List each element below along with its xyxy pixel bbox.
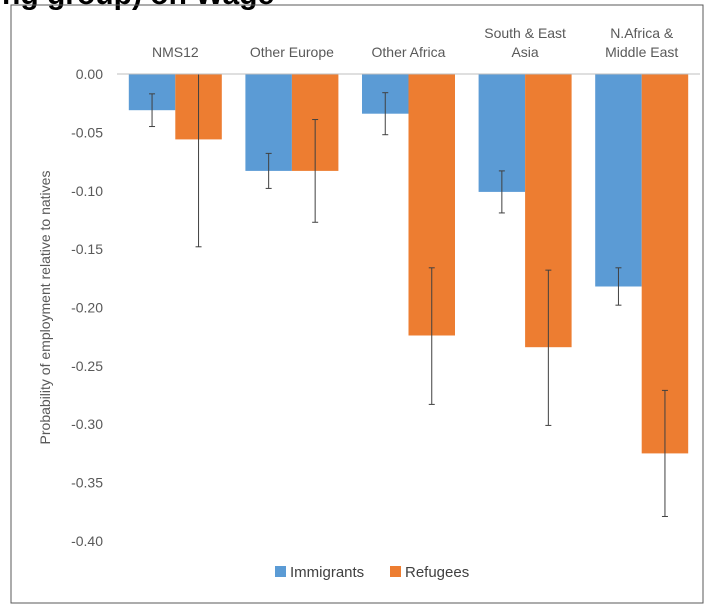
y-tick-label-6: -0.30	[71, 416, 103, 432]
y-tick-label-2: -0.10	[71, 183, 103, 199]
bars-layer	[128, 73, 689, 517]
legend: Immigrants Refugees	[275, 564, 469, 581]
category-label-1-0: Other Europe	[250, 44, 334, 60]
legend-label-refugees: Refugees	[405, 564, 469, 581]
y-tick-label-5: -0.25	[71, 358, 103, 374]
category-label-0-0: NMS12	[152, 44, 199, 60]
category-label-3-1: Asia	[511, 44, 538, 60]
y-tick-label-8: -0.40	[71, 533, 103, 549]
category-label-3-0: South & East	[484, 25, 566, 41]
legend-swatch-refugees	[390, 566, 401, 577]
legend-label-immigrants: Immigrants	[290, 564, 364, 581]
bar-immigrants-4	[595, 74, 642, 287]
y-axis-label: Probability of employment relative to na…	[37, 171, 53, 445]
y-tick-label-1: -0.05	[71, 124, 103, 140]
chart-border	[10, 4, 704, 604]
y-tick-label-4: -0.20	[71, 300, 103, 316]
category-label-4-1: Middle East	[605, 44, 678, 60]
category-labels: NMS12 Other Europe Other Africa South & Eas…	[152, 25, 678, 60]
y-tick-label-0: 0.00	[76, 66, 103, 82]
category-label-4-0: N.Africa &	[610, 25, 674, 41]
y-tick-labels: 0.00 -0.05 -0.10 -0.15 -0.20 -0.25 -0.30 -0.35 -…	[71, 66, 103, 549]
category-label-2-0: Other Africa	[372, 44, 446, 60]
y-tick-label-3: -0.15	[71, 241, 103, 257]
y-tick-label-7: -0.35	[71, 475, 103, 491]
legend-swatch-immigrants	[275, 566, 286, 577]
